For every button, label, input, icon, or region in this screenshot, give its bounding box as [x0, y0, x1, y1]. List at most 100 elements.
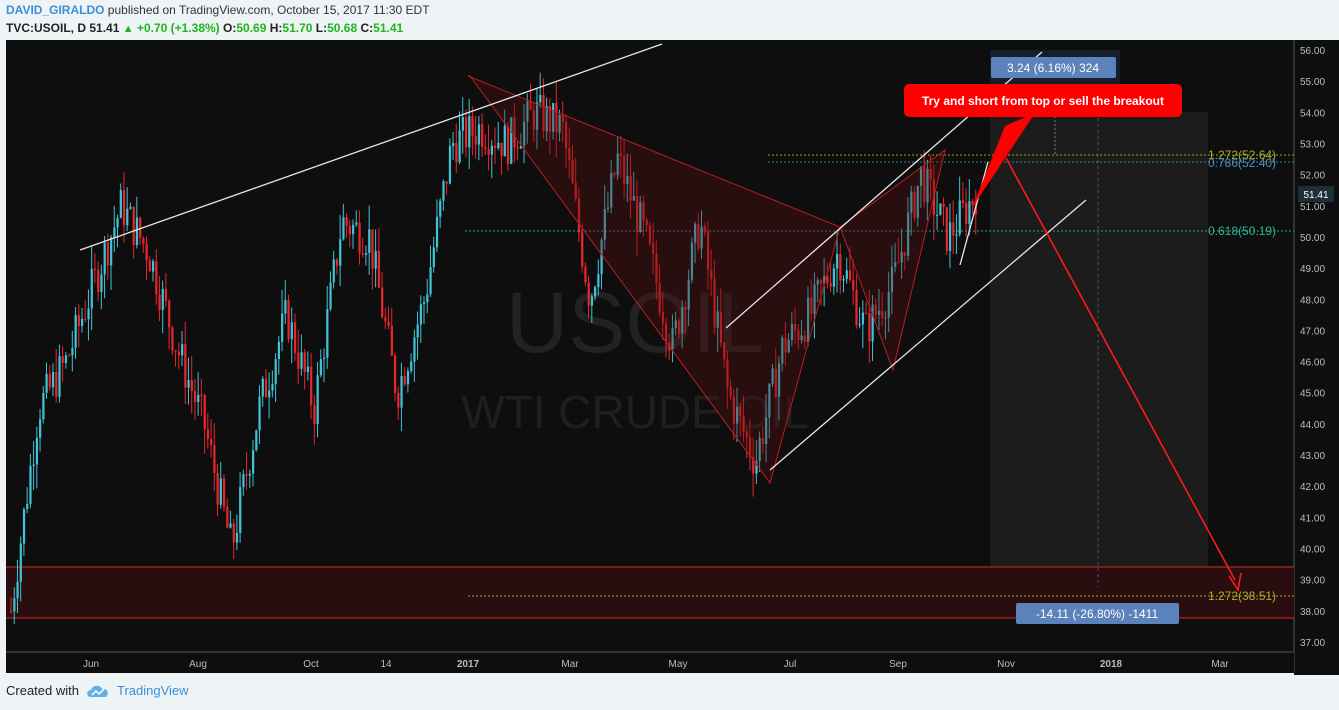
candle-body: [774, 368, 777, 397]
candle-body: [574, 182, 577, 199]
candle-body: [874, 304, 877, 315]
candle-body: [755, 460, 758, 474]
candle-body: [603, 208, 606, 240]
candle-body: [771, 368, 774, 384]
candle-body: [626, 175, 629, 185]
candle-body: [784, 337, 787, 353]
candle-body: [968, 201, 971, 224]
price-change: +0.70 (+1.38%): [136, 21, 220, 35]
measure-up-label-box: [991, 57, 1116, 78]
candle-body: [777, 363, 781, 397]
candle-body: [148, 260, 151, 272]
candle-body: [261, 378, 264, 397]
candle-body: [474, 135, 477, 145]
candle-body: [90, 268, 93, 309]
candle-body: [723, 342, 726, 360]
candle-body: [542, 94, 545, 132]
candle-body: [590, 296, 594, 306]
candle-body: [400, 375, 403, 408]
candle-body: [193, 391, 197, 403]
candle-body: [235, 532, 239, 543]
candle-body: [145, 243, 148, 261]
candle-body: [910, 191, 913, 213]
candle-body: [884, 317, 887, 319]
candle-body: [393, 355, 397, 393]
candle-body: [445, 181, 448, 184]
candle-body: [635, 196, 639, 232]
candle-body: [490, 145, 493, 155]
candle-body: [965, 202, 968, 224]
candle-body: [568, 148, 571, 160]
candle-body: [510, 117, 513, 164]
candle-body: [110, 237, 113, 266]
candle-body: [232, 523, 235, 543]
candle-body: [677, 320, 681, 334]
tradingview-link[interactable]: TradingView: [116, 683, 189, 698]
candle-body: [832, 268, 836, 287]
candle-body: [426, 294, 429, 303]
candle-body: [352, 224, 355, 235]
y-tick-label: 50.00: [1300, 233, 1325, 244]
y-tick-label: 44.00: [1300, 420, 1325, 431]
candle-body: [55, 372, 58, 397]
candle-body: [435, 216, 439, 248]
candle-body: [164, 289, 168, 301]
candle-body: [836, 254, 839, 269]
candle-body: [174, 350, 177, 352]
pattern-triangle-1: [467, 75, 841, 485]
candle-body: [610, 173, 613, 208]
y-axis-ticks: 56.00 55.00 54.00 53.00 52.00 51.00 50.00 49.00…: [1300, 46, 1325, 649]
candle-body: [171, 327, 174, 351]
candle-body: [293, 322, 297, 353]
candle-body: [952, 222, 955, 236]
y-tick-label: 55.00: [1300, 77, 1325, 88]
candle-body: [816, 280, 819, 285]
callout-text: Try and short from top or sell the break…: [922, 94, 1164, 108]
y-tick-label: 41.00: [1300, 513, 1325, 524]
open-value: 50.69: [236, 21, 267, 35]
close-value: 51.41: [373, 21, 404, 35]
candle-body: [855, 289, 858, 326]
candle-body: [600, 239, 603, 275]
candle-body: [787, 339, 790, 353]
candle-body: [971, 201, 974, 205]
candle-body: [516, 147, 519, 149]
candle-body: [729, 386, 732, 397]
candle-body: [281, 313, 284, 342]
candle-body: [919, 166, 923, 186]
candle-body: [168, 300, 171, 328]
price-chart[interactable]: USOIL WTI CRUDE OIL Try and short from t…: [0, 40, 1339, 675]
candle-body: [384, 317, 387, 322]
candle-body: [939, 203, 942, 215]
candle-body: [913, 191, 916, 218]
author-link[interactable]: DAVID_GIRALDO: [6, 3, 105, 17]
candle-body: [694, 223, 697, 243]
candle-body: [80, 318, 84, 327]
candle-body: [552, 103, 555, 132]
candle-body: [313, 404, 316, 425]
candle-body: [923, 166, 926, 203]
candle-body: [187, 380, 190, 388]
candle-body: [900, 251, 903, 263]
candle-body: [403, 375, 406, 385]
x-tick-label: Jun: [83, 659, 99, 670]
quote-line: TVC:USOIL, D 51.41 ▲ +0.70 (+1.38%) O:50…: [6, 21, 403, 35]
candle-body: [942, 203, 945, 208]
candle-body: [71, 347, 74, 356]
candle-body: [190, 380, 193, 392]
candle-body: [10, 610, 13, 612]
candle-body: [181, 344, 184, 356]
y-tick-label: 54.00: [1300, 108, 1325, 119]
candle-body: [29, 465, 32, 504]
candle-body: [322, 357, 326, 360]
candle-body: [45, 373, 48, 393]
candle-body: [587, 282, 590, 306]
candle-body: [606, 207, 610, 209]
candle-body: [687, 279, 690, 310]
candle-body: [484, 147, 487, 149]
projection-range-box: [990, 112, 1208, 587]
candle-body: [561, 114, 564, 122]
candle-body: [558, 114, 561, 133]
candle-body: [907, 212, 910, 256]
candle-body: [16, 581, 19, 599]
